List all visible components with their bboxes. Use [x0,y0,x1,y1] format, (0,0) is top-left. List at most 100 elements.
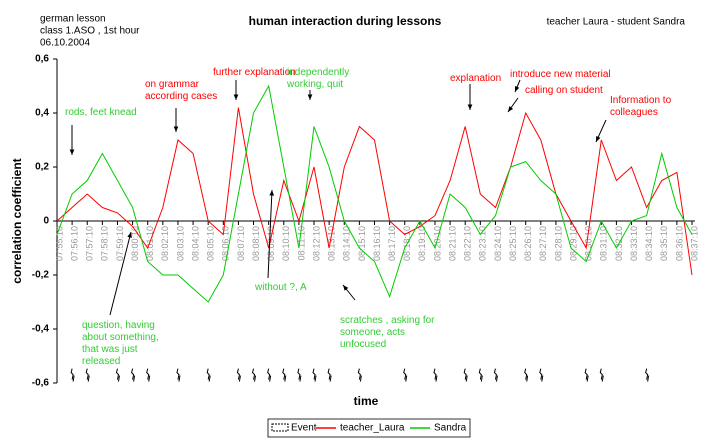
annotation-line: colleagues [610,107,658,118]
annotation-arrow [109,231,132,316]
legend-box [267,418,471,438]
arrow-head [467,104,473,110]
annotation-line: working, quit [286,79,343,90]
event-mark [297,368,302,382]
annotation-line: on grammar [145,79,200,90]
x-tick-label: 08:08:10 [251,226,261,261]
annotation: calling on student [525,85,603,96]
x-tick-label: 08:00:10 [130,226,140,261]
x-tick-label: 08:11:10 [296,226,306,260]
event-mark [70,368,75,382]
annotation-line: introduce new material [510,69,611,80]
event-mark [312,368,317,382]
x-tick-label: 08:07:10 [236,226,246,261]
x-tick-label: 08:27:10 [538,226,548,261]
annotation-line: Information to [610,95,672,106]
x-tick-label: 08:30:10 [584,226,594,261]
event-mark [524,368,529,382]
event-mark [251,368,257,382]
annotation-line: rods, feet knead [65,107,137,118]
annotation-line: someone, acts [340,327,405,338]
event-mark [267,368,272,382]
x-tick-label: 08:14:10 [342,226,352,261]
annotation: without ?, A [254,282,307,293]
annotation: explanation [450,73,501,84]
event-mark [584,368,589,382]
annotation: further explanation [213,67,296,78]
x-tick-label: 08:05:10 [206,226,216,261]
x-tick-label: 08:01:10 [145,226,155,261]
series-line [56,84,693,303]
arrow-head [127,232,132,238]
x-tick-label: 08:16:10 [372,226,382,261]
event-mark [206,368,211,382]
annotation: on grammar according cases [145,79,217,102]
y-tick-label: 0,2 [35,162,49,173]
annotation: Information to colleagues [610,95,672,118]
x-tick-label: 08:20:10 [432,226,442,261]
arrow-head [514,86,520,92]
arrow-head [173,126,179,132]
x-axis-label: time [354,394,379,408]
annotation-arrow [267,189,273,279]
event-mark [115,368,120,382]
x-tick-label: 07:55:10 [54,226,64,261]
annotation-line: according cases [145,91,217,102]
x-tick-label: 08:24:10 [493,226,503,261]
x-tick-label: 07:57:10 [85,226,95,261]
x-tick-label: 08:17:10 [387,226,397,261]
annotation-line: that was just [82,344,138,355]
event-mark [493,368,498,382]
y-tick-label: -0,4 [32,324,50,335]
x-tick-label: 08:25:10 [508,226,518,261]
legend-swatch [271,423,289,432]
x-tick-label: 08:37:10 [689,226,699,261]
arrow-head [69,149,75,155]
x-tick-label: 08:23:10 [478,226,488,261]
arrow-head [596,136,601,142]
x-tick-label: 08:09:10 [266,226,276,261]
legend-label: teacher_Laura [340,423,405,434]
x-tick-label: 08:04:10 [190,226,200,261]
x-tick-label: 07:59:10 [115,226,125,261]
annotation: rods, feet knead [65,107,137,118]
y-axis-label: correlation coefficient [10,158,24,283]
x-tick-label: 08:31:10 [599,226,609,261]
annotation-line: released [82,356,120,367]
x-tick-label: 08:19:10 [417,226,427,261]
x-tick-label: 08:22:10 [463,226,473,261]
annotation: scratches , asking for someone, acts unfoc… [340,315,435,350]
subtitle: 06.10.2004 [40,38,90,49]
annotation-line: without ?, A [254,282,307,293]
subtitle: class 1.ASO , 1st hour [40,26,140,37]
event-mark [478,368,483,382]
x-tick-label: 08:15:10 [357,226,367,261]
event-mark [357,368,362,382]
x-tick-label: 08:21:10 [447,226,457,261]
annotation-line: calling on student [525,85,603,96]
event-mark [645,368,650,382]
arrow-head [307,94,313,100]
x-tick-label: 08:35:10 [659,226,669,261]
x-tick-label: 08:13:10 [327,226,337,261]
subtitle: german lesson [40,14,106,25]
x-tick-label: 07:58:10 [100,226,110,261]
event-mark [327,368,332,382]
event-mark [236,368,241,382]
event-mark [85,368,90,382]
x-tick-label: 08:03:10 [175,226,185,261]
series-line [56,107,693,276]
event-mark [539,368,544,382]
x-tick-label: 08:10:10 [281,226,291,261]
event-mark [146,368,151,382]
x-tick-label: 08:12:10 [311,226,321,261]
x-tick-label: 08:34:10 [644,226,654,261]
x-tick-label: 08:26:10 [523,226,533,261]
event-mark [403,368,408,382]
chart-title: human interaction during lessons [249,14,442,28]
legend-label: Sandra [434,423,467,434]
event-mark [433,368,438,382]
annotation: introduce new material [510,69,611,80]
event-mark [463,368,468,382]
